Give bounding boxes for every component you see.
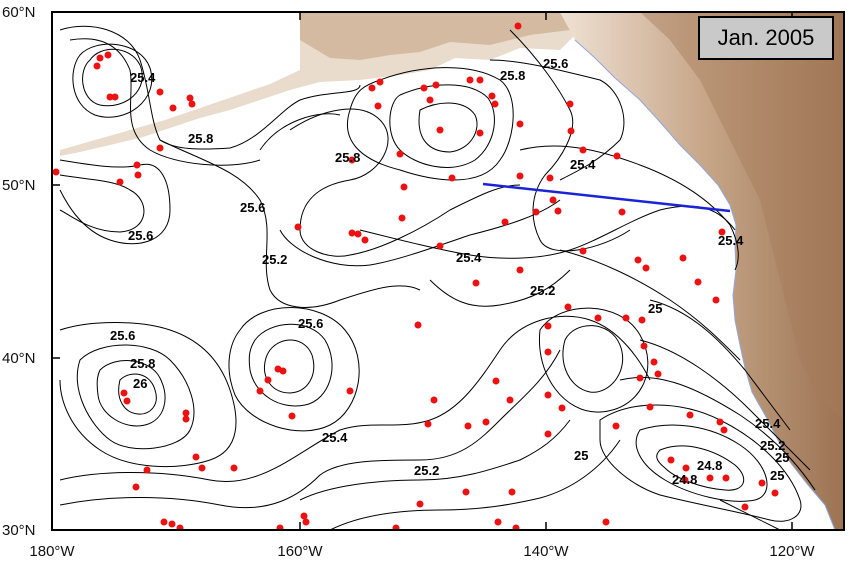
alaska-mountains (300, 12, 570, 60)
lat-tick-label: 30°N (2, 522, 36, 539)
contour-label: 25.6 (110, 328, 135, 343)
lat-tick-label: 40°N (2, 350, 36, 367)
contour-label: 25.8 (130, 356, 155, 371)
contour-label: 25.4 (570, 157, 596, 172)
coastline-outline (574, 39, 836, 530)
contour-label: 25.2 (530, 283, 555, 298)
contour-label: 25.4 (130, 70, 156, 85)
contour-label: 25.6 (298, 316, 323, 331)
float-positions (52, 22, 779, 530)
contour-label: 25 (648, 301, 662, 316)
lon-tick-label: 120°W (769, 543, 815, 560)
contour-label: 25.4 (456, 250, 482, 265)
lon-tick-label: 140°W (523, 543, 569, 560)
date-label-box: Jan. 2005 (698, 16, 834, 60)
contour-label: 25.4 (718, 233, 744, 248)
contour-label: 25.2 (262, 252, 287, 267)
contour-labels: 25.4 25.6 25.8 25.8 25.4 25.6 25.8 25.6 … (110, 56, 789, 487)
contour-label: 25.8 (335, 150, 360, 165)
contour-label: 25.8 (188, 131, 213, 146)
north-america-land (560, 12, 844, 530)
contour-label: 24.8 (672, 472, 697, 487)
contour-label: 25.6 (240, 200, 265, 215)
lat-tick-label: 60°N (2, 4, 36, 21)
contour-label: 25 (770, 468, 784, 483)
lon-tick-label: 180°W (29, 543, 75, 560)
contour-lines (59, 25, 816, 530)
alaska-land (60, 12, 580, 156)
contour-label: 25 (775, 450, 789, 465)
contour-label: 25.4 (322, 430, 348, 445)
coast-range-shading (640, 12, 844, 420)
lat-tick-label: 50°N (2, 177, 36, 194)
contour-label: 25.8 (500, 68, 525, 83)
contour-label: 25.6 (128, 228, 153, 243)
axis-ticks (51, 11, 793, 531)
contour-label: 25.6 (543, 56, 568, 71)
contour-label: 25 (574, 448, 588, 463)
date-label: Jan. 2005 (717, 25, 815, 50)
contour-label: 26 (133, 376, 147, 391)
transect-line (482, 182, 731, 213)
contour-label: 24.8 (697, 458, 722, 473)
contour-label: 25.4 (755, 416, 781, 431)
lon-tick-label: 160°W (277, 543, 323, 560)
contour-label: 25.2 (760, 438, 785, 453)
map-frame (51, 11, 845, 531)
contour-label: 25.2 (414, 463, 439, 478)
